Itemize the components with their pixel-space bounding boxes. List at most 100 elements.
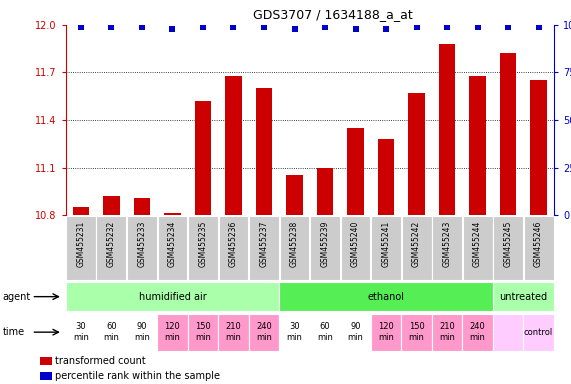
Bar — [225, 76, 242, 215]
Bar — [164, 214, 181, 215]
Text: min: min — [256, 333, 272, 343]
Text: percentile rank within the sample: percentile rank within the sample — [55, 371, 220, 381]
Text: 90: 90 — [136, 322, 147, 331]
Text: 240: 240 — [256, 322, 272, 331]
Bar — [309, 314, 340, 351]
Text: GSM455239: GSM455239 — [320, 220, 329, 266]
Text: agent: agent — [3, 291, 31, 302]
Bar — [188, 314, 218, 351]
Text: GSM455242: GSM455242 — [412, 220, 421, 266]
Bar — [66, 282, 279, 311]
Bar — [493, 314, 524, 351]
Point — [107, 24, 116, 30]
Text: transformed count: transformed count — [55, 356, 146, 366]
Bar — [432, 314, 463, 351]
Text: GSM455232: GSM455232 — [107, 220, 116, 266]
Text: 210: 210 — [226, 322, 242, 331]
Bar — [469, 76, 486, 215]
Bar — [188, 216, 218, 280]
Bar — [493, 216, 523, 280]
Point — [412, 24, 421, 30]
Point — [473, 24, 482, 30]
Bar — [219, 216, 248, 280]
Text: 210: 210 — [439, 322, 455, 331]
Point — [229, 24, 238, 30]
Bar — [279, 314, 309, 351]
Text: 30: 30 — [75, 322, 86, 331]
Bar — [158, 216, 187, 280]
Text: GSM455240: GSM455240 — [351, 220, 360, 266]
Bar — [286, 175, 303, 215]
Text: min: min — [317, 333, 333, 343]
Bar — [340, 216, 371, 280]
Bar — [195, 101, 211, 215]
Bar — [218, 314, 249, 351]
Bar — [340, 314, 371, 351]
Text: min: min — [470, 333, 485, 343]
Text: GSM455241: GSM455241 — [381, 220, 391, 266]
Text: min: min — [439, 333, 455, 343]
Text: min: min — [195, 333, 211, 343]
Text: 30: 30 — [289, 322, 300, 331]
Bar — [432, 216, 462, 280]
Bar — [401, 216, 432, 280]
Bar — [127, 314, 157, 351]
Bar — [40, 357, 51, 365]
Text: min: min — [103, 333, 119, 343]
Text: min: min — [73, 333, 89, 343]
Bar — [377, 139, 395, 215]
Point — [443, 24, 452, 30]
Point — [198, 24, 207, 30]
Bar — [280, 216, 309, 280]
Point — [351, 26, 360, 32]
Bar — [493, 282, 554, 311]
Text: GSM455235: GSM455235 — [199, 220, 207, 266]
Point — [259, 24, 268, 30]
Bar — [73, 207, 89, 215]
Bar — [134, 198, 150, 215]
Text: control: control — [524, 328, 553, 337]
Bar — [40, 372, 51, 380]
Bar — [96, 216, 126, 280]
Text: min: min — [226, 333, 242, 343]
Text: GSM455231: GSM455231 — [77, 220, 86, 266]
Text: GSM455245: GSM455245 — [504, 220, 513, 266]
Text: 150: 150 — [409, 322, 424, 331]
Text: 90: 90 — [350, 322, 361, 331]
Text: time: time — [3, 327, 25, 337]
Bar — [127, 216, 157, 280]
Point — [504, 24, 513, 30]
Bar — [157, 314, 188, 351]
Text: GSM455234: GSM455234 — [168, 220, 177, 266]
Point — [168, 26, 177, 32]
Text: 60: 60 — [106, 322, 116, 331]
Text: untreated: untreated — [499, 291, 548, 302]
Text: min: min — [409, 333, 424, 343]
Text: GDS3707 / 1634188_a_at: GDS3707 / 1634188_a_at — [252, 8, 412, 21]
Bar — [310, 216, 340, 280]
Bar — [439, 44, 456, 215]
Text: GSM455236: GSM455236 — [229, 220, 238, 266]
Point — [320, 24, 329, 30]
Bar — [530, 80, 547, 215]
Bar — [249, 314, 279, 351]
Bar — [347, 128, 364, 215]
Text: min: min — [348, 333, 364, 343]
Text: 150: 150 — [195, 322, 211, 331]
Bar — [500, 53, 517, 215]
Text: 120: 120 — [378, 322, 394, 331]
Text: humidified air: humidified air — [139, 291, 206, 302]
Bar — [249, 216, 279, 280]
Bar — [256, 88, 272, 215]
Bar — [524, 314, 554, 351]
Bar — [524, 216, 553, 280]
Text: min: min — [134, 333, 150, 343]
Bar — [463, 216, 493, 280]
Text: 60: 60 — [320, 322, 331, 331]
Point — [381, 26, 391, 32]
Text: GSM455238: GSM455238 — [290, 220, 299, 266]
Bar — [371, 314, 401, 351]
Bar — [279, 282, 493, 311]
Bar — [103, 196, 120, 215]
Bar — [96, 314, 127, 351]
